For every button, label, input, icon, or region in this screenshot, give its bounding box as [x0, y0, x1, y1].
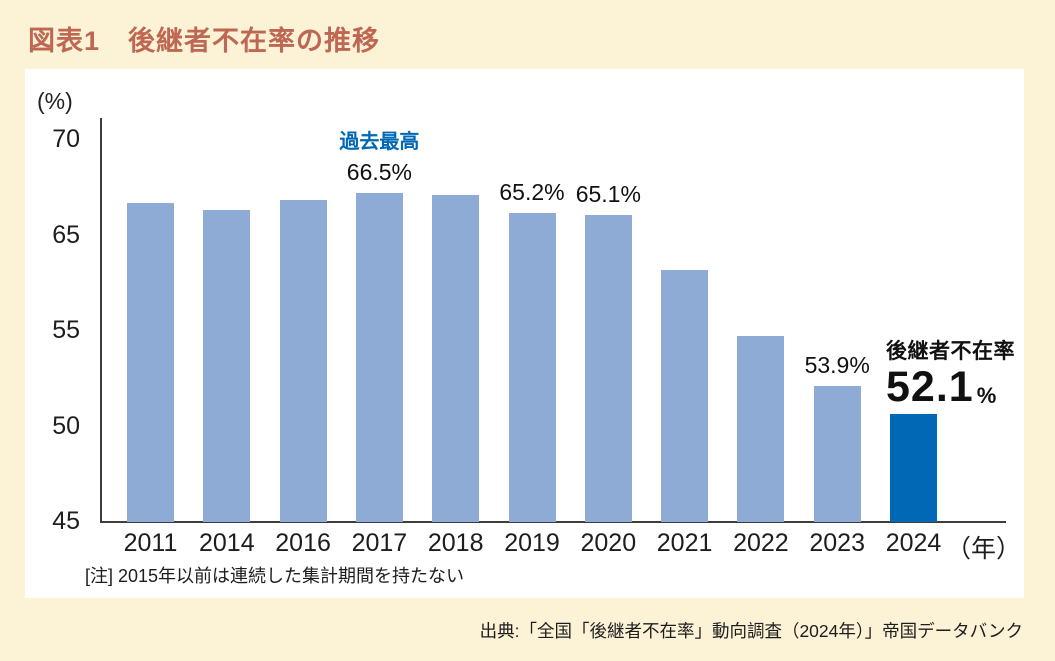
- x-axis-year-label: 2018: [427, 529, 484, 557]
- x-axis-unit-label: （年）: [946, 535, 1022, 563]
- bar-value-label: 53.9%: [804, 352, 870, 378]
- x-axis-year-label: 2021: [656, 529, 713, 557]
- x-axis-year-label: 2022: [733, 529, 789, 557]
- y-axis-line: [100, 118, 102, 523]
- highlight-annotation-value: 52.1: [886, 363, 974, 411]
- source-attribution: 出典:「全国「後継者不在率」動向調査（2024年）」帝国データバンク: [479, 621, 1023, 641]
- bar: [813, 386, 861, 522]
- x-axis-year-label: 2011: [123, 529, 178, 557]
- x-axis-year-label: 2017: [351, 529, 408, 557]
- bar-value-label: 65.1%: [575, 180, 641, 207]
- y-axis-tick-label: 65: [52, 220, 80, 249]
- x-axis-year-label: 2019: [504, 529, 560, 557]
- bar: [584, 214, 632, 522]
- x-axis-year-label: 2020: [580, 529, 637, 557]
- bar: [508, 213, 556, 522]
- bar: [737, 335, 785, 522]
- bar: [127, 202, 174, 522]
- x-axis-year-label: 2016: [275, 529, 331, 557]
- y-axis-unit-label: (%): [37, 88, 73, 114]
- bar: [661, 269, 709, 522]
- highlight-annotation-value-row: 52.1 %: [886, 366, 1031, 409]
- bar: [355, 193, 403, 522]
- bar: [432, 195, 480, 522]
- y-axis-tick-label: 70: [52, 125, 80, 153]
- highlight-annotation-title: 後継者不在率: [886, 340, 1015, 363]
- bar-value-label: 66.5%: [346, 159, 412, 186]
- x-axis-year-label: 2023: [809, 529, 865, 557]
- y-axis-tick-label: 50: [52, 411, 80, 440]
- bar: [203, 210, 251, 522]
- x-axis-year-label: 2024: [885, 529, 942, 557]
- record-high-label: 過去最高: [339, 131, 420, 154]
- y-axis-tick-label: 55: [52, 316, 80, 344]
- bar: [279, 199, 327, 522]
- page-title: 図表1 後継者不在率の推移: [28, 26, 381, 56]
- x-axis-line: [100, 521, 1006, 523]
- bar-highlighted: [890, 413, 937, 522]
- x-axis-year-label: 2014: [198, 529, 255, 557]
- y-axis-tick-label: 45: [52, 507, 80, 535]
- highlight-annotation: 後継者不在率 52.1 %: [886, 335, 1031, 409]
- highlight-annotation-unit: %: [976, 383, 997, 408]
- chart-note: [注] 2015年以前は連続した集計期間を持たない: [85, 566, 465, 586]
- bar-value-label: 65.2%: [499, 179, 565, 206]
